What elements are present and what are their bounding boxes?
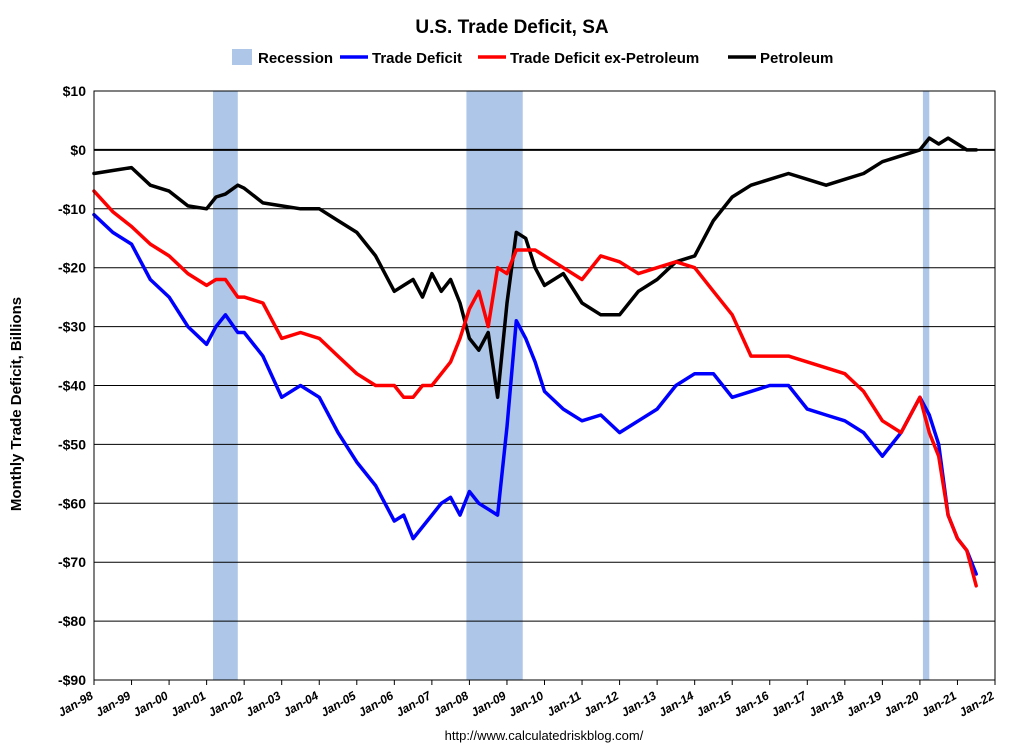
y-tick-label: -$30 [58,319,86,335]
x-tick-label: Jan-15 [694,688,734,719]
y-tick-label: -$80 [58,613,86,629]
x-tick-label: Jan-07 [393,688,434,720]
series-line-trade-deficit-ex-petroleum [92,189,978,588]
x-tick-label: Jan-05 [318,688,358,719]
legend-label-trade-deficit: Trade Deficit [372,50,462,67]
x-tick-label: Jan-12 [581,688,621,719]
y-tick-label: -$60 [58,495,86,511]
legend: Recession Trade Deficit Trade Deficit ex… [232,49,833,67]
y-tick-label: -$10 [58,201,86,217]
x-tick-label: Jan-21 [919,688,959,719]
x-tick-label: Jan-18 [806,688,846,719]
y-tick-label: -$90 [58,672,86,688]
y-axis-ticks: $10 $0 -$10 -$20 -$30 -$40 -$50 -$60 -$70 -$80 -$9… [58,83,86,688]
series-line-trade-deficit [92,212,978,576]
y-tick-label: $10 [63,83,87,99]
x-tick-label: Jan-04 [281,688,321,719]
legend-label-recession: Recession [258,50,333,67]
x-tick-label: Jan-98 [56,688,96,719]
y-tick-label: -$50 [58,436,86,452]
legend-swatch-recession [232,49,252,65]
x-tick-label: Jan-20 [881,688,921,719]
legend-label-petroleum: Petroleum [760,50,833,67]
series-lines [92,136,978,588]
x-tick-label: Jan-14 [656,688,696,719]
y-tick-label: -$40 [58,378,86,394]
y-axis-label: Monthly Trade Deficit, Billions [8,297,25,511]
x-tick-label: Jan-99 [93,688,133,719]
x-tick-label: Jan-00 [131,688,171,719]
x-tick-label: Jan-06 [356,688,396,719]
x-tick-label: Jan-02 [206,688,246,719]
x-tick-label: Jan-19 [844,688,884,719]
x-tick-label: Jan-17 [769,688,810,720]
x-tick-label: Jan-01 [168,688,208,719]
y-tick-label: -$20 [58,260,86,276]
x-tick-label: Jan-22 [957,688,997,719]
series-line-petroleum [92,136,978,400]
y-tick-label: $0 [70,142,86,158]
x-tick-label: Jan-13 [619,688,659,719]
x-tick-label: Jan-03 [243,688,283,719]
y-tick-label: -$70 [58,554,86,570]
x-tick-label: Jan-09 [469,688,509,719]
x-tick-label: Jan-16 [731,688,771,719]
x-tick-label: Jan-10 [506,688,546,719]
x-tick-label: Jan-11 [544,688,583,719]
x-axis-ticks: Jan-98Jan-99Jan-00Jan-01Jan-02Jan-03Jan-… [56,680,997,720]
chart-title: U.S. Trade Deficit, SA [415,17,608,38]
legend-label-ex-petroleum: Trade Deficit ex-Petroleum [510,50,699,67]
x-tick-label: Jan-08 [431,688,471,719]
source-url: http://www.calculatedriskblog.com/ [445,728,644,743]
